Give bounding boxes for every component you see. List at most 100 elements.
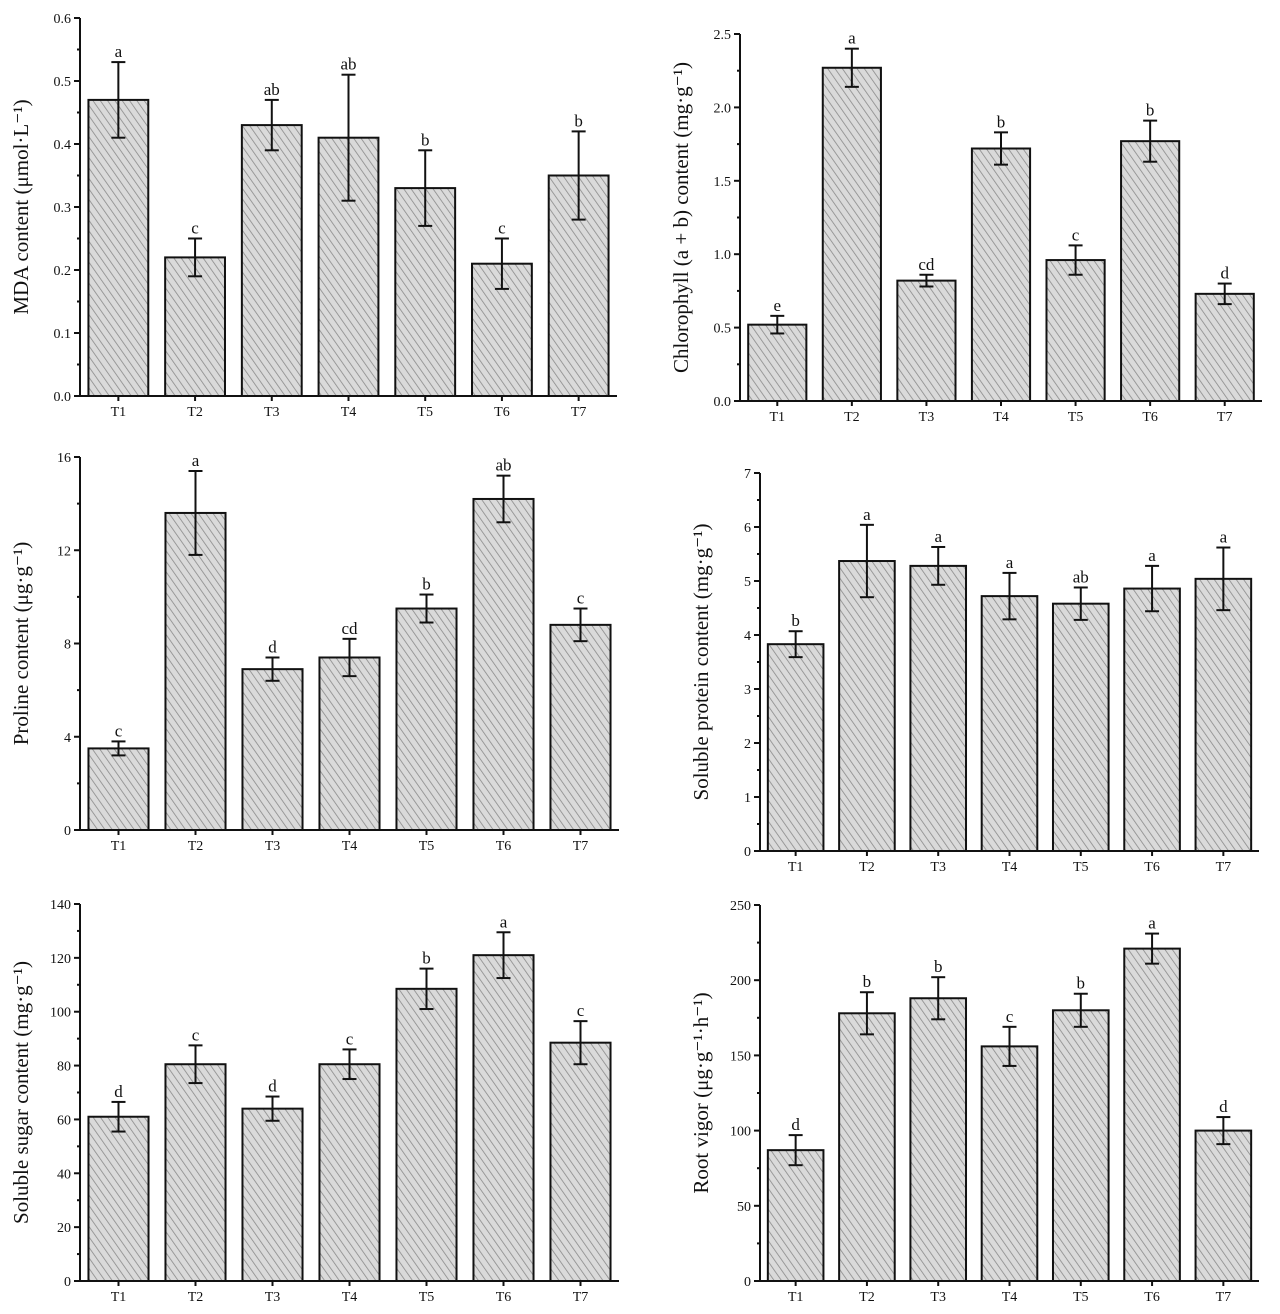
significance-letter: b: [421, 130, 430, 149]
error-bar-T3: [264, 98, 279, 152]
y-tick-label: 0: [64, 824, 71, 839]
error-bar-T4: [994, 131, 1008, 166]
axes: [74, 903, 619, 1286]
x-tick-label: T4: [1002, 860, 1018, 875]
significance-letter: b: [934, 957, 943, 976]
significance-letter: b: [791, 611, 800, 630]
x-tick-label: T6: [1142, 410, 1158, 425]
significance-letter: b: [574, 111, 583, 130]
chart-chlorophyll: e T1 a T2 cd T3 b T4 c T5 b T6 d T7 0.0 0.5 1.0 1.5 2.0 2.5…: [640, 0, 1280, 440]
x-tick-label: T7: [571, 405, 587, 420]
y-tick-label: 0.4: [54, 138, 72, 153]
y-tick-label: 3: [744, 683, 751, 698]
bar-T1: [87, 98, 150, 398]
y-tick-label: 0.6: [54, 12, 72, 27]
bar-T4: [980, 1045, 1039, 1282]
bar-T1: [766, 643, 825, 852]
significance-letter: b: [422, 575, 431, 594]
bar-T4: [980, 595, 1039, 852]
x-tick-label: T1: [111, 839, 127, 854]
y-tick-label: 140: [50, 898, 71, 913]
significance-letter: c: [192, 1025, 200, 1044]
bar-T1: [87, 1115, 150, 1282]
error-bar-T7: [1216, 1116, 1231, 1146]
x-tick-label: T1: [111, 405, 127, 420]
y-tick-label: 8: [64, 638, 71, 653]
x-tick-label: T5: [417, 405, 433, 420]
error-bar-T3: [919, 273, 934, 288]
significance-letter: a: [500, 912, 508, 931]
x-tick-label: T1: [111, 1290, 127, 1305]
bar-T2: [164, 511, 227, 831]
error-bar-T1: [111, 740, 126, 757]
error-bar-T6: [496, 931, 511, 980]
x-tick-label: T1: [788, 1290, 804, 1305]
chart-svg: d T1 c T2 d T3 c T4 b T5 a T6 c T7 0 20 40 60 80 100 120 140 S…: [9, 898, 619, 1305]
bar-T2: [838, 1012, 896, 1282]
significance-letter: d: [268, 637, 277, 656]
error-bar-T2: [188, 1044, 203, 1085]
x-tick-label: T2: [844, 410, 860, 425]
bar-T2: [164, 1063, 227, 1282]
bar-T2: [164, 256, 226, 397]
significance-letter: a: [863, 505, 871, 524]
bar-T7: [1194, 292, 1255, 402]
chart-proline: c T1 a T2 d T3 cd T4 b T5 ab T6 c T7 0 4 8 12 16 Proline co…: [0, 440, 640, 870]
significance-letter: a: [192, 451, 200, 470]
bar-T4: [318, 656, 381, 831]
error-bar-T1: [788, 630, 803, 659]
y-tick-label: 60: [57, 1113, 71, 1128]
y-tick-label: 2.5: [714, 28, 732, 43]
bar-T6: [1123, 587, 1181, 852]
significance-letter: ab: [1073, 567, 1089, 586]
y-tick-label: 1: [744, 791, 751, 806]
chart-root-vigor: d T1 b T2 b T3 c T4 b T5 a T6 d T7 0 50 100 150 200 250 Root…: [640, 870, 1280, 1314]
x-tick-label: T1: [770, 410, 786, 425]
y-tick-label: 80: [57, 1060, 71, 1075]
x-tick-label: T3: [265, 1290, 281, 1305]
error-bar-T1: [788, 1134, 803, 1167]
x-tick-label: T2: [188, 1290, 204, 1305]
x-tick-label: T4: [341, 405, 357, 420]
significance-letter: d: [791, 1115, 800, 1134]
bar-T6: [1120, 140, 1181, 402]
error-bar-T2: [188, 237, 203, 278]
chart-svg: b T1 a T2 a T3 a T4 ab T5 a T6 a T7 0 1 2 3 4 5 6 7 Soluble pr…: [689, 467, 1259, 875]
x-tick-label: T5: [419, 1290, 435, 1305]
bar-T2: [821, 66, 882, 402]
y-tick-label: 4: [744, 629, 751, 644]
y-tick-label: 100: [50, 1006, 71, 1021]
significance-letter: b: [1077, 974, 1086, 993]
y-tick-label: 0.0: [54, 390, 72, 405]
bar-T5: [395, 607, 458, 831]
error-bar-T3: [265, 656, 280, 682]
chart-svg: e T1 a T2 cd T3 b T4 c T5 b T6 d T7 0.0 0.5 1.0 1.5 2.0 2.5…: [669, 28, 1262, 425]
y-tick-label: 0: [744, 845, 751, 860]
significance-letter: cd: [918, 255, 935, 274]
bar-T5: [1045, 259, 1106, 402]
error-bar-T1: [770, 314, 785, 335]
axes: [74, 456, 619, 835]
significance-letter: b: [997, 112, 1006, 131]
y-tick-label: 1.0: [714, 248, 732, 263]
bar-T6: [1123, 947, 1181, 1282]
bar-T1: [747, 323, 808, 402]
x-tick-label: T3: [930, 860, 946, 875]
y-tick-label: 0.3: [54, 201, 72, 216]
error-bar-T6: [1145, 564, 1160, 613]
bar-T3: [909, 997, 968, 1283]
significance-letter: c: [1006, 1007, 1014, 1026]
x-tick-label: T7: [1217, 410, 1233, 425]
x-tick-label: T5: [1073, 860, 1089, 875]
y-tick-label: 0.5: [714, 322, 732, 337]
chart-soluble-sugar: d T1 c T2 d T3 c T4 b T5 a T6 c T7 0 20 40 60 80 100 120 140 S…: [0, 870, 640, 1314]
error-bar-T2: [844, 47, 859, 88]
y-axis-title: Chlorophyll (a + b) content (mg·g⁻¹): [669, 62, 693, 373]
x-tick-label: T1: [788, 860, 804, 875]
error-bar-T2: [859, 991, 874, 1036]
significance-letter: e: [774, 296, 782, 315]
bar-T7: [1194, 577, 1253, 852]
bar-T4: [318, 1063, 381, 1282]
x-tick-label: T6: [494, 405, 510, 420]
y-tick-label: 120: [50, 952, 71, 967]
